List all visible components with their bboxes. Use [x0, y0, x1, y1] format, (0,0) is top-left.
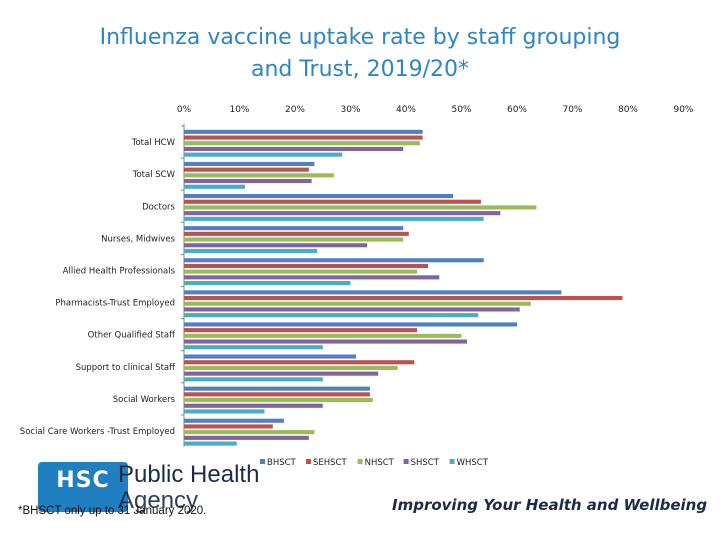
x-tick-label: 10%: [229, 105, 249, 115]
x-tick-label: 80%: [618, 105, 638, 115]
category-label: Total HCW: [131, 138, 176, 148]
x-tick-label: 70%: [562, 105, 582, 115]
bar-shsct: [184, 435, 309, 440]
category-label: Doctors: [142, 202, 175, 212]
bar-whsct: [184, 152, 343, 157]
category-label: Support to clinical Staff: [76, 363, 177, 373]
bar-sehsct: [184, 263, 429, 268]
legend-label-whsct: WHSCT: [457, 458, 489, 468]
legend-swatch-sehsct: [306, 459, 311, 464]
hsc-logo: HSC: [38, 462, 128, 512]
bar-whsct: [184, 409, 265, 414]
bar-bhsct: [184, 418, 284, 423]
bar-sehsct: [184, 296, 623, 301]
bar-nhsct: [184, 365, 398, 370]
bar-shsct: [184, 146, 404, 151]
legend-swatch-bhsct: [260, 459, 265, 464]
bar-sehsct: [184, 328, 418, 333]
bar-sehsct: [184, 360, 415, 365]
chart-title: Influenza vaccine uptake rate by staff g…: [0, 22, 720, 86]
bar-nhsct: [184, 237, 404, 242]
legend-label-shsct: SHSCT: [411, 458, 440, 468]
bar-bhsct: [184, 322, 517, 327]
bar-shsct: [184, 179, 312, 184]
bar-shsct: [184, 243, 368, 248]
organisation-name-line1: Public Health: [118, 461, 260, 488]
x-tick-label: 40%: [396, 105, 416, 115]
chart-title-line2: and Trust, 2019/20*: [250, 57, 470, 82]
bar-nhsct: [184, 205, 537, 210]
bar-nhsct: [184, 301, 531, 306]
category-label: Allied Health Professionals: [63, 266, 176, 276]
x-tick-label: 20%: [285, 105, 305, 115]
bar-whsct: [184, 345, 323, 350]
legend-label-nhsct: NHSCT: [365, 458, 395, 468]
chart-title-line1: Influenza vaccine uptake rate by staff g…: [99, 25, 621, 50]
bar-whsct: [184, 184, 246, 189]
bar-bhsct: [184, 290, 562, 295]
bar-bhsct: [184, 226, 404, 231]
category-label: Pharmacists-Trust Employed: [55, 299, 175, 309]
bar-whsct: [184, 216, 484, 221]
organisation-name-line2: Agency: [118, 487, 199, 514]
bar-whsct: [184, 377, 323, 382]
bar-sehsct: [184, 135, 423, 140]
x-tick-label: 90%: [673, 105, 693, 115]
bar-shsct: [184, 211, 501, 216]
bar-nhsct: [184, 269, 418, 274]
bar-sehsct: [184, 231, 409, 236]
bar-whsct: [184, 313, 479, 318]
bar-bhsct: [184, 129, 423, 134]
bar-whsct: [184, 248, 318, 253]
bar-sehsct: [184, 424, 273, 429]
bar-nhsct: [184, 333, 462, 338]
bar-sehsct: [184, 199, 481, 204]
bar-shsct: [184, 275, 440, 280]
hsc-logo-text: HSC: [56, 468, 110, 493]
legend-label-bhsct: BHSCT: [267, 458, 297, 468]
bar-sehsct: [184, 167, 309, 172]
x-tick-label: 50%: [451, 105, 471, 115]
x-tick-label: 30%: [340, 105, 360, 115]
organisation-name: Public Health Agency: [118, 462, 259, 514]
legend-label-sehsct: SEHSCT: [313, 458, 347, 468]
bar-shsct: [184, 339, 468, 344]
legend-swatch-shsct: [403, 459, 409, 464]
bar-shsct: [184, 371, 379, 376]
bar-bhsct: [184, 194, 454, 199]
bar-shsct: [184, 307, 520, 312]
bar-nhsct: [184, 173, 334, 178]
category-label: Social Care Workers -Trust Employed: [20, 427, 175, 437]
bar-bhsct: [184, 161, 315, 166]
bar-nhsct: [184, 398, 373, 403]
bar-nhsct: [184, 141, 420, 146]
bar-nhsct: [184, 430, 315, 435]
category-label: Other Qualified Staff: [88, 331, 176, 341]
x-tick-label: 0%: [177, 105, 192, 115]
category-label: Nurses, Midwives: [101, 234, 175, 244]
category-label: Social Workers: [113, 395, 176, 405]
legend-swatch-nhsct: [357, 459, 363, 464]
tagline: Improving Your Health and Wellbeing: [392, 496, 708, 514]
bar-whsct: [184, 281, 351, 286]
bar-shsct: [184, 403, 323, 408]
bar-bhsct: [184, 354, 357, 359]
bar-sehsct: [184, 392, 370, 397]
bar-bhsct: [184, 258, 484, 263]
legend-swatch-whsct: [449, 459, 455, 464]
category-label: Total SCW: [132, 170, 176, 180]
footnote: *BHSCT only up to 31 January 2020.: [18, 505, 207, 517]
x-tick-label: 60%: [507, 105, 527, 115]
bar-bhsct: [184, 386, 370, 391]
bar-whsct: [184, 441, 237, 446]
